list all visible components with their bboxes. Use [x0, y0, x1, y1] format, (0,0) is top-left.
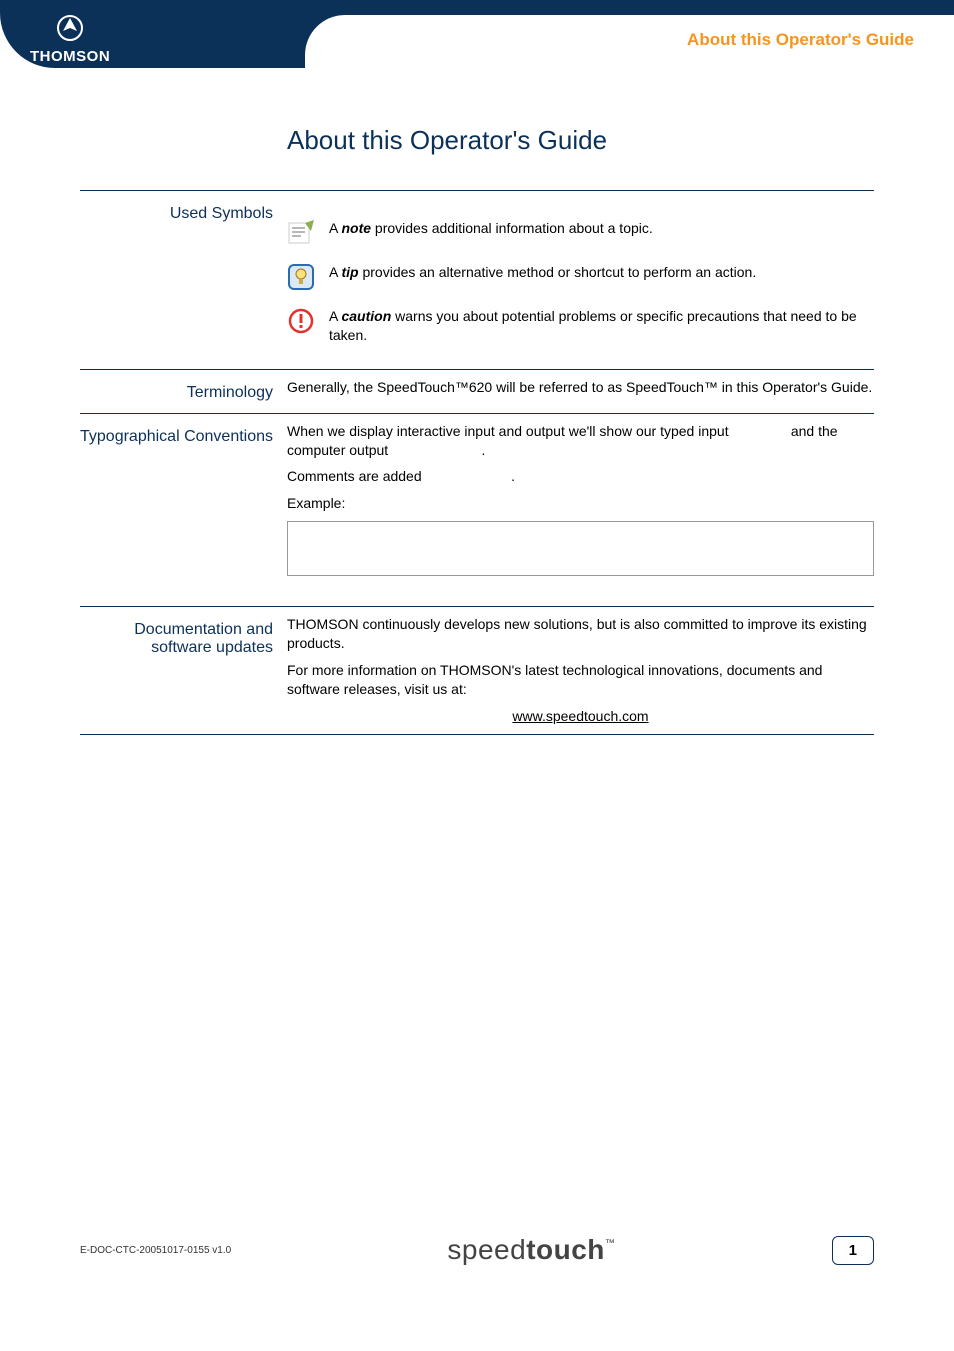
typo-example-label: Example: — [287, 494, 874, 513]
updates-p2: For more information on THOMSON's latest… — [287, 661, 874, 699]
body-typographical: When we display interactive input and ou… — [287, 422, 874, 599]
brand-tm: ™ — [605, 1238, 616, 1249]
typo-p2b: . — [511, 468, 515, 484]
label-updates: Documentation and software updates — [80, 615, 287, 725]
header-title: About this Operator's Guide — [687, 30, 914, 50]
updates-p1: THOMSON continuously develops new soluti… — [287, 615, 874, 653]
brand-thin: speed — [447, 1234, 526, 1265]
label-used-symbols: Used Symbols — [80, 199, 287, 361]
typo-p1a: When we display interactive input and ou… — [287, 423, 729, 439]
thomson-logo: THOMSON — [30, 15, 110, 65]
section-typographical: Typographical Conventions When we displa… — [80, 413, 874, 607]
tip-prefix: A — [329, 264, 341, 280]
example-box — [287, 521, 874, 576]
typo-p1: When we display interactive input and ou… — [287, 422, 874, 460]
section-used-symbols: Used Symbols A note provides additional … — [80, 190, 874, 369]
section-terminology: Terminology Generally, the SpeedTouch™62… — [80, 369, 874, 413]
content-area: Used Symbols A note provides additional … — [80, 190, 874, 735]
typo-p2a: Comments are added — [287, 468, 422, 484]
caution-text: A caution warns you about potential prob… — [329, 307, 874, 345]
section-updates: Documentation and software updates THOMS… — [80, 606, 874, 734]
tip-icon — [287, 263, 329, 291]
note-icon — [287, 219, 329, 247]
speedtouch-logo: speedtouch™ — [447, 1234, 615, 1266]
tip-text: A tip provides an alternative method or … — [329, 263, 874, 282]
note-rest: provides additional information about a … — [371, 220, 653, 236]
speedtouch-link[interactable]: www.speedtouch.com — [287, 707, 874, 726]
note-prefix: A — [329, 220, 341, 236]
terminology-text: Generally, the SpeedTouch™620 will be re… — [287, 378, 874, 397]
typo-p2: Comments are added . — [287, 467, 874, 486]
page-number: 1 — [849, 1242, 857, 1259]
tip-term: tip — [341, 264, 358, 280]
caution-icon — [287, 307, 329, 335]
footer: E-DOC-CTC-20051017-0155 v1.0 speedtouch™… — [80, 1234, 874, 1266]
thomson-logo-icon — [57, 15, 83, 41]
label-terminology: Terminology — [80, 378, 287, 405]
doc-id: E-DOC-CTC-20051017-0155 v1.0 — [80, 1245, 231, 1256]
caution-prefix: A — [329, 308, 341, 324]
brand-bold: touch — [526, 1234, 605, 1265]
caution-rest: warns you about potential problems or sp… — [329, 308, 857, 343]
body-terminology: Generally, the SpeedTouch™620 will be re… — [287, 378, 874, 405]
caution-term: caution — [341, 308, 391, 324]
body-updates: THOMSON continuously develops new soluti… — [287, 615, 874, 725]
body-used-symbols: A note provides additional information a… — [287, 199, 874, 361]
page-title: About this Operator's Guide — [287, 125, 607, 156]
label-typographical: Typographical Conventions — [80, 422, 287, 599]
note-term: note — [341, 220, 371, 236]
tip-rest: provides an alternative method or shortc… — [359, 264, 757, 280]
note-text: A note provides additional information a… — [329, 219, 874, 238]
thomson-logo-text: THOMSON — [30, 48, 110, 65]
typo-p1c: . — [482, 442, 486, 458]
symbol-row-caution: A caution warns you about potential prob… — [287, 307, 874, 345]
symbol-row-note: A note provides additional information a… — [287, 219, 874, 247]
page-number-box: 1 — [832, 1236, 874, 1265]
symbol-row-tip: A tip provides an alternative method or … — [287, 263, 874, 291]
